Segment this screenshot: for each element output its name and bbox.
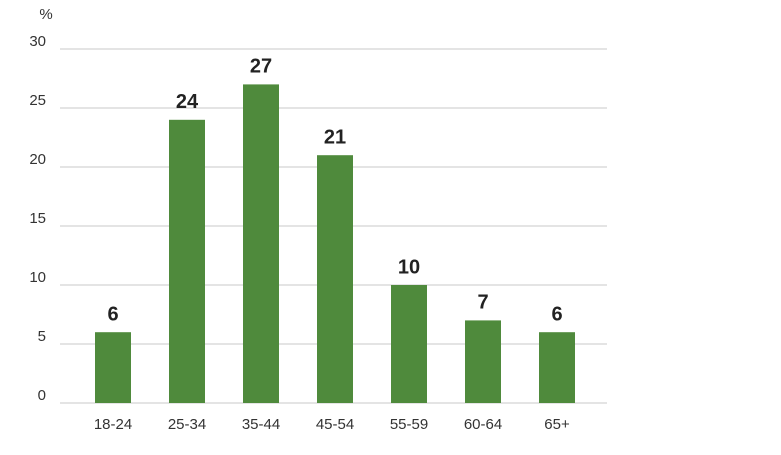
value-label: 10 <box>398 256 420 278</box>
bar <box>391 285 427 403</box>
y-tick-label: 30 <box>29 33 46 50</box>
value-label: 21 <box>324 126 346 148</box>
y-tick-label: 15 <box>29 210 46 227</box>
bar <box>243 84 279 404</box>
x-tick-label: 35-44 <box>242 416 280 433</box>
x-tick-label: 65+ <box>544 416 570 433</box>
y-tick-label: 25 <box>29 92 46 109</box>
bar <box>465 320 501 403</box>
x-tick-label: 18-24 <box>94 416 132 433</box>
x-tick-label: 45-54 <box>316 416 354 433</box>
y-tick-label: 5 <box>38 328 46 345</box>
y-tick-label: 0 <box>38 387 46 404</box>
bar <box>317 155 353 403</box>
bar <box>95 332 131 403</box>
x-tick-label: 60-64 <box>464 416 502 433</box>
bar <box>539 332 575 403</box>
value-label: 7 <box>477 292 488 314</box>
x-tick-label: 25-34 <box>168 416 206 433</box>
y-tick-label: 10 <box>29 269 46 286</box>
y-tick-label: 20 <box>29 151 46 168</box>
y-axis-label: % <box>39 6 52 23</box>
value-label: 6 <box>107 303 118 325</box>
bar <box>169 119 205 404</box>
value-label: 24 <box>176 91 199 113</box>
value-label: 6 <box>551 303 562 325</box>
value-label: 27 <box>250 56 272 78</box>
x-tick-label: 55-59 <box>390 416 428 433</box>
